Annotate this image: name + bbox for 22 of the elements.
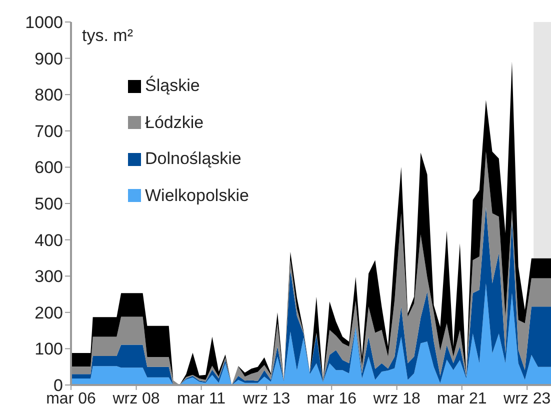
y-tick-label: 500: [34, 194, 63, 214]
x-tick-label: wrz 13: [242, 390, 290, 408]
x-tick-label: mar 21: [436, 390, 487, 408]
y-tick-label: 100: [34, 340, 63, 359]
y-tick-label: 200: [34, 303, 63, 322]
x-tick-label: wrz 08: [112, 390, 160, 408]
legend-label: Łódzkie: [145, 112, 204, 133]
legend-label: Dolnośląskie: [145, 149, 242, 170]
x-tick-label: wrz 18: [372, 390, 420, 408]
legend-label: Śląskie: [145, 76, 200, 96]
y-tick-label: 700: [34, 122, 63, 141]
y-tick-label: 1000: [25, 13, 63, 32]
x-tick-label: mar 11: [176, 390, 226, 408]
legend-label: Wielkopolskie: [145, 186, 249, 206]
y-axis-title: tys. m²: [82, 26, 133, 46]
x-tick-label: wrz 23: [502, 390, 551, 408]
y-tick-label: 300: [34, 267, 63, 286]
y-tick-label: 900: [34, 49, 63, 68]
y-tick-label: 800: [34, 86, 63, 105]
y-tick-label: 600: [34, 158, 63, 178]
x-tick-label: mar 16: [306, 390, 357, 408]
y-tick-label: 400: [34, 230, 63, 250]
